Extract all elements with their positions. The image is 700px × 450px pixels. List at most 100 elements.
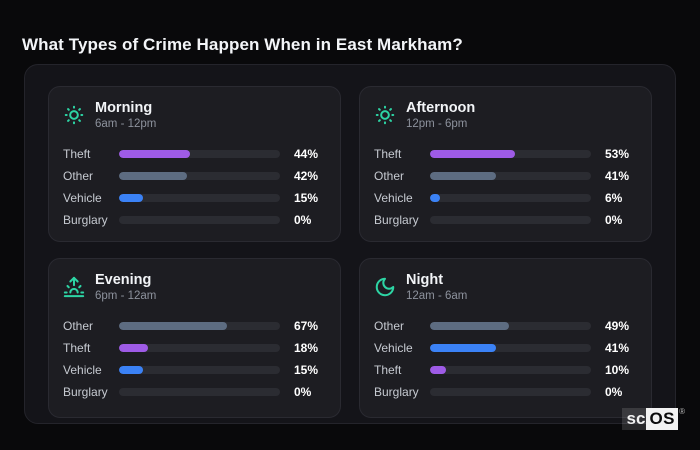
category-label: Theft — [374, 363, 402, 378]
percentage-value: 44% — [294, 147, 319, 162]
bar-row: Burglary 0% — [63, 213, 326, 228]
bar-row: Vehicle 6% — [374, 191, 637, 206]
time-period-card-night: Night 12am - 6am Other 49% Vehicle 41% T… — [359, 258, 652, 418]
sunrise-icon — [63, 276, 85, 298]
card-time-range: 6pm - 12am — [95, 289, 157, 302]
category-label: Vehicle — [63, 363, 102, 378]
card-title: Afternoon — [406, 100, 476, 116]
card-header-text: Night 12am - 6am — [406, 272, 467, 302]
card-title: Night — [406, 272, 444, 288]
card-time-range: 6am - 12pm — [95, 117, 157, 130]
percentage-value: 42% — [294, 169, 319, 184]
card-header-text: Morning 6am - 12pm — [95, 100, 156, 130]
bar-row: Theft 10% — [374, 363, 637, 378]
time-period-card-morning: Morning 6am - 12pm Theft 44% Other 42% V… — [48, 86, 341, 242]
bar-row: Vehicle 15% — [63, 363, 326, 378]
bar-track — [119, 172, 280, 181]
card-header-text: Afternoon 12pm - 6pm — [406, 100, 475, 130]
category-label: Burglary — [63, 213, 108, 228]
category-label: Vehicle — [63, 191, 102, 206]
sun-icon — [63, 104, 85, 126]
time-period-card-evening: Evening 6pm - 12am Other 67% Theft 18% V… — [48, 258, 341, 418]
category-label: Theft — [374, 147, 402, 162]
category-label: Other — [63, 319, 94, 334]
bar-row: Theft 44% — [63, 147, 326, 162]
bar-row: Vehicle 41% — [374, 341, 637, 356]
category-label: Theft — [63, 341, 91, 356]
moon-icon — [374, 276, 396, 298]
card-header: Morning 6am - 12pm — [63, 100, 326, 130]
bar-fill — [119, 194, 144, 203]
percentage-value: 0% — [605, 213, 623, 228]
bar-fill — [119, 150, 190, 159]
card-header: Night 12am - 6am — [374, 272, 637, 302]
category-label: Other — [374, 319, 405, 334]
bar-fill — [119, 366, 144, 375]
bar-chart: Other 67% Theft 18% Vehicle 15% Burglary… — [63, 319, 326, 400]
scos-watermark-logo: sc OS ® — [621, 407, 685, 430]
bar-row: Burglary 0% — [374, 213, 637, 228]
bar-fill — [430, 344, 496, 353]
percentage-value: 41% — [605, 169, 630, 184]
bar-row: Other 49% — [374, 319, 637, 334]
bar-row: Theft 53% — [374, 147, 637, 162]
card-title: Evening — [95, 272, 152, 288]
bar-fill — [430, 150, 516, 159]
bar-track — [430, 388, 591, 397]
bar-fill — [119, 172, 187, 181]
bar-row: Other 42% — [63, 169, 326, 184]
watermark-prefix: sc — [621, 408, 647, 430]
card-time-range: 12pm - 6pm — [406, 117, 468, 130]
card-header-text: Evening 6pm - 12am — [95, 272, 156, 302]
bar-fill — [119, 322, 227, 331]
registered-trademark-symbol: ® — [679, 407, 685, 416]
percentage-value: 18% — [294, 341, 319, 356]
category-label: Vehicle — [374, 191, 413, 206]
bar-row: Other 67% — [63, 319, 326, 334]
category-label: Burglary — [374, 385, 419, 400]
bar-fill — [430, 172, 496, 181]
card-title: Morning — [95, 100, 153, 116]
sun-icon — [374, 104, 396, 126]
bar-chart: Theft 53% Other 41% Vehicle 6% Burglary … — [374, 147, 637, 228]
percentage-value: 53% — [605, 147, 630, 162]
bar-track — [430, 344, 591, 353]
bar-track — [119, 322, 280, 331]
page-title: What Types of Crime Happen When in East … — [22, 35, 463, 55]
bar-track — [430, 322, 591, 331]
bar-chart: Other 49% Vehicle 41% Theft 10% Burglary… — [374, 319, 637, 400]
time-period-card-afternoon: Afternoon 12pm - 6pm Theft 53% Other 41%… — [359, 86, 652, 242]
percentage-value: 0% — [294, 385, 312, 400]
bar-fill — [430, 366, 447, 375]
percentage-value: 49% — [605, 319, 630, 334]
percentage-value: 67% — [294, 319, 319, 334]
bar-fill — [430, 322, 509, 331]
card-time-range: 12am - 6am — [406, 289, 468, 302]
bar-track — [430, 216, 591, 225]
bar-track — [430, 172, 591, 181]
category-label: Other — [374, 169, 405, 184]
bar-track — [119, 344, 280, 353]
category-label: Theft — [63, 147, 91, 162]
bar-fill — [430, 194, 440, 203]
percentage-value: 0% — [294, 213, 312, 228]
bar-row: Other 41% — [374, 169, 637, 184]
bar-track — [119, 194, 280, 203]
bar-row: Vehicle 15% — [63, 191, 326, 206]
bar-track — [119, 216, 280, 225]
category-label: Burglary — [63, 385, 108, 400]
bar-track — [430, 150, 591, 159]
percentage-value: 15% — [294, 363, 319, 378]
bar-track — [430, 366, 591, 375]
bar-row: Theft 18% — [63, 341, 326, 356]
category-label: Other — [63, 169, 94, 184]
card-header: Afternoon 12pm - 6pm — [374, 100, 637, 130]
percentage-value: 6% — [605, 191, 623, 206]
category-label: Burglary — [374, 213, 419, 228]
bar-track — [119, 388, 280, 397]
percentage-value: 15% — [294, 191, 319, 206]
watermark-suffix: OS — [646, 408, 678, 430]
bar-track — [430, 194, 591, 203]
percentage-value: 0% — [605, 385, 623, 400]
bar-track — [119, 366, 280, 375]
